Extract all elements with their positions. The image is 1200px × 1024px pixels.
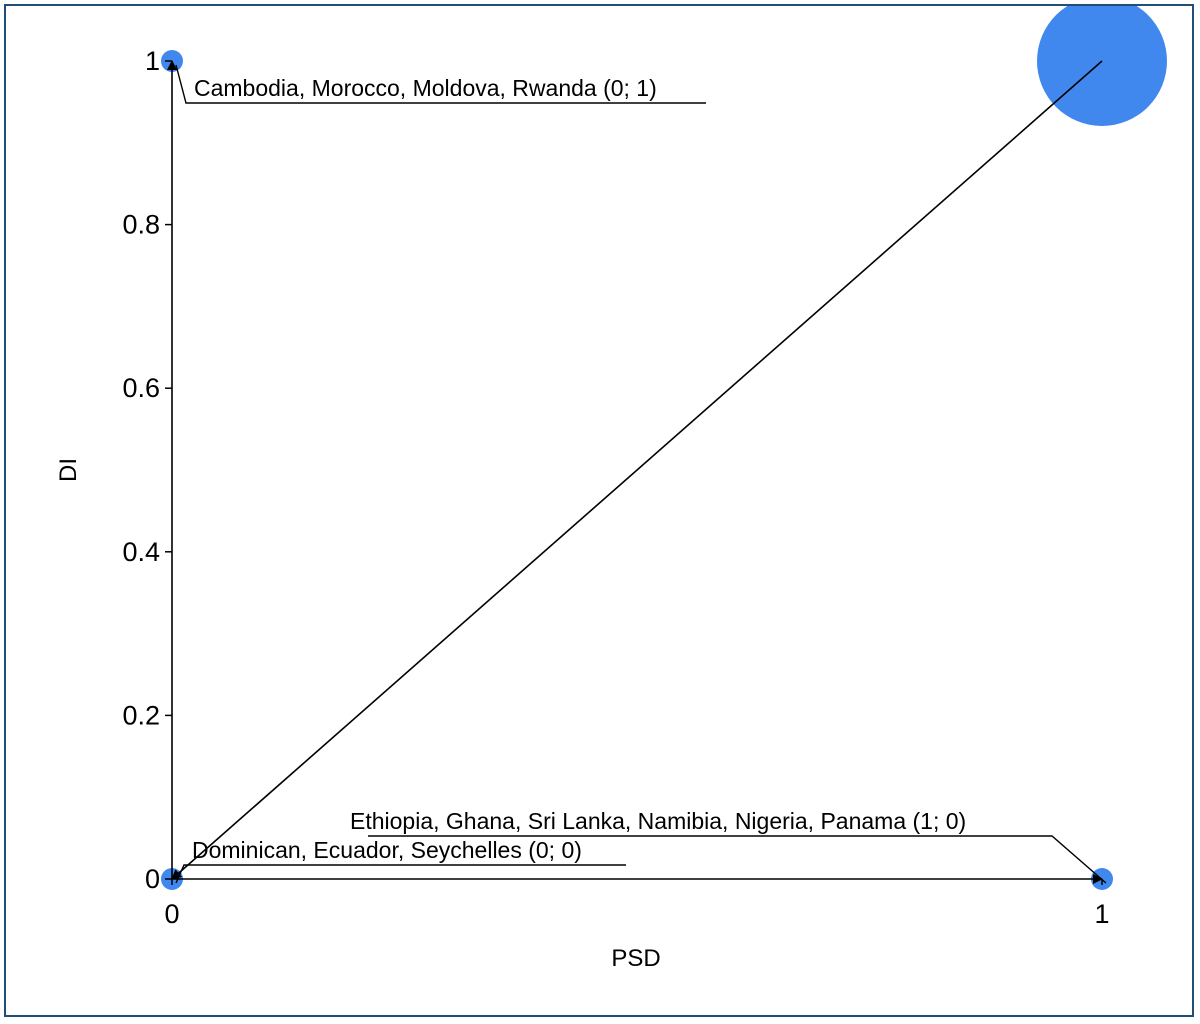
x-axis-title: PSD — [611, 945, 660, 972]
y-tick-label-5: 1 — [145, 46, 160, 76]
axes-layer: 0 0.2 0.4 0.6 0.8 1 0 1 — [122, 46, 1109, 929]
annotation-leader-2 — [368, 835, 1107, 884]
y-tick-label-3: 0.6 — [122, 373, 160, 403]
y-tick-label-2: 0.4 — [122, 537, 160, 567]
point-annotation-2: Ethiopia, Ghana, Sri Lanka, Namibia, Nig… — [350, 808, 966, 834]
data-point-1 — [1037, 6, 1167, 126]
x-tick-label-1: 1 — [1094, 899, 1109, 929]
y-tick-label-4: 0.8 — [122, 210, 160, 240]
annotations-layer: Cambodia, Morocco, Moldova, Rwanda (0; 1… — [175, 64, 1107, 884]
annotation-leader-3 — [175, 864, 626, 884]
point-annotation-0: Cambodia, Morocco, Moldova, Rwanda (0; 1… — [194, 75, 657, 101]
x-tick-label-0: 0 — [164, 899, 179, 929]
arrows-layer — [167, 60, 1103, 884]
scatter-plot: 0 0.2 0.4 0.6 0.8 1 0 1 Cambodia, Morocco, Mold… — [55, 6, 1167, 972]
flow-arrow-1 — [171, 60, 1103, 880]
y-tick-label-1: 0.2 — [122, 700, 160, 730]
point-annotation-3: Dominican, Ecuador, Seychelles (0; 0) — [192, 837, 582, 863]
y-axis-title: DI — [55, 458, 82, 482]
chart-frame: 0 0.2 0.4 0.6 0.8 1 0 1 Cambodia, Morocco, Mold… — [4, 4, 1194, 1017]
y-tick-label-0: 0 — [145, 864, 160, 894]
annotation-leader-0 — [175, 64, 706, 104]
points-layer — [161, 6, 1167, 890]
